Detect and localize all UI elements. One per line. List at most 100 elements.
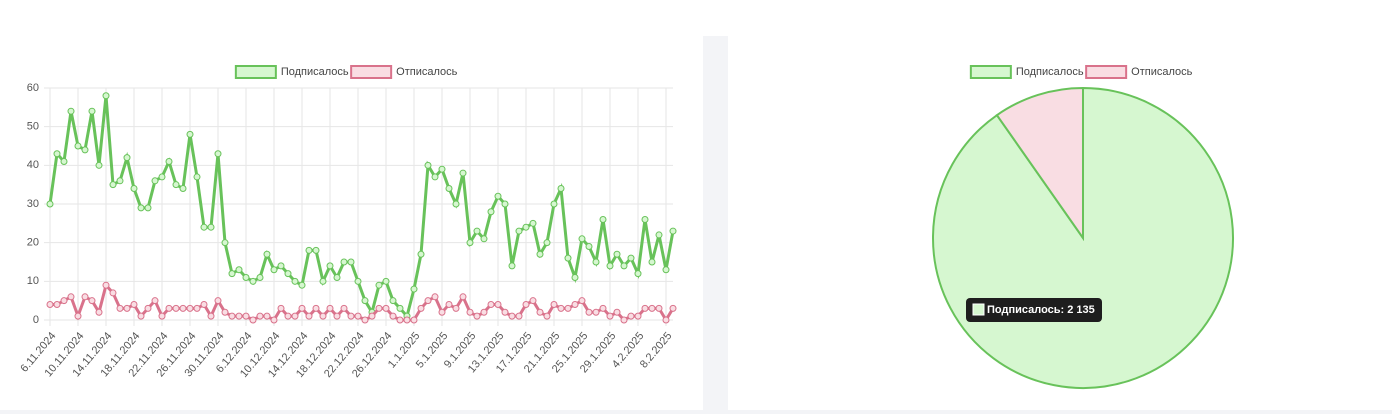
data-point bbox=[592, 258, 600, 266]
data-point bbox=[67, 107, 75, 115]
data-point bbox=[669, 304, 677, 312]
data-point bbox=[438, 308, 446, 316]
data-point bbox=[578, 297, 586, 305]
data-point bbox=[298, 304, 306, 312]
data-point bbox=[606, 312, 614, 320]
data-point bbox=[487, 301, 495, 309]
data-point bbox=[494, 192, 502, 200]
data-point bbox=[151, 297, 159, 305]
data-point bbox=[599, 304, 607, 312]
data-point bbox=[81, 293, 89, 301]
data-point bbox=[249, 316, 257, 324]
data-point bbox=[438, 165, 446, 173]
data-point bbox=[95, 161, 103, 169]
data-point bbox=[228, 270, 236, 278]
data-point bbox=[207, 312, 215, 320]
data-point bbox=[326, 262, 334, 270]
tooltip-box bbox=[966, 298, 1102, 322]
data-point bbox=[67, 293, 75, 301]
data-point bbox=[340, 258, 348, 266]
data-point bbox=[144, 304, 152, 312]
data-point bbox=[284, 312, 292, 320]
data-point bbox=[340, 304, 348, 312]
data-point bbox=[480, 235, 488, 243]
data-point bbox=[648, 304, 656, 312]
line-card bbox=[0, 36, 703, 410]
data-point bbox=[655, 304, 663, 312]
data-point bbox=[515, 312, 523, 320]
data-point bbox=[242, 312, 250, 320]
y-tick-label: 60 bbox=[27, 82, 39, 94]
data-point bbox=[249, 277, 257, 285]
data-point bbox=[256, 312, 264, 320]
data-point bbox=[151, 177, 159, 185]
data-point bbox=[452, 200, 460, 208]
data-point bbox=[396, 304, 404, 312]
data-point bbox=[578, 235, 586, 243]
data-point bbox=[60, 157, 68, 165]
data-point bbox=[508, 262, 516, 270]
data-point bbox=[81, 146, 89, 154]
data-point bbox=[326, 304, 334, 312]
data-point bbox=[641, 304, 649, 312]
data-point bbox=[291, 312, 299, 320]
data-point bbox=[165, 157, 173, 165]
data-point bbox=[60, 297, 68, 305]
y-tick-label: 20 bbox=[27, 237, 39, 249]
data-point bbox=[466, 308, 474, 316]
card-bottom bbox=[0, 410, 1392, 414]
data-point bbox=[137, 312, 145, 320]
data-point bbox=[116, 177, 124, 185]
data-point bbox=[459, 169, 467, 177]
data-point bbox=[613, 250, 621, 258]
data-point bbox=[333, 273, 341, 281]
data-point bbox=[599, 215, 607, 223]
data-point bbox=[473, 227, 481, 235]
data-point bbox=[305, 312, 313, 320]
data-point bbox=[662, 316, 670, 324]
data-point bbox=[403, 316, 411, 324]
data-point bbox=[543, 239, 551, 247]
data-point bbox=[361, 297, 369, 305]
data-point bbox=[88, 107, 96, 115]
data-point bbox=[277, 262, 285, 270]
data-point bbox=[228, 312, 236, 320]
data-point bbox=[571, 273, 579, 281]
data-point bbox=[543, 312, 551, 320]
data-point bbox=[417, 250, 425, 258]
data-point bbox=[389, 312, 397, 320]
data-point bbox=[102, 92, 110, 100]
data-point bbox=[179, 304, 187, 312]
legend-swatch bbox=[234, 65, 277, 79]
data-point bbox=[263, 312, 271, 320]
data-point bbox=[613, 308, 621, 316]
data-point bbox=[130, 301, 138, 309]
data-point bbox=[256, 273, 264, 281]
legend-label: Подписалось bbox=[281, 66, 349, 78]
data-point bbox=[109, 289, 117, 297]
data-point bbox=[655, 231, 663, 239]
y-tick-label: 30 bbox=[27, 198, 39, 210]
data-point bbox=[165, 304, 173, 312]
data-point bbox=[501, 200, 509, 208]
legend-label: Отписалось bbox=[396, 66, 457, 78]
data-point bbox=[347, 258, 355, 266]
data-point bbox=[445, 185, 453, 193]
data-point bbox=[102, 281, 110, 289]
data-point bbox=[536, 308, 544, 316]
data-point bbox=[410, 316, 418, 324]
data-point bbox=[312, 304, 320, 312]
data-point bbox=[179, 185, 187, 193]
data-point bbox=[515, 227, 523, 235]
data-point bbox=[375, 304, 383, 312]
data-point bbox=[431, 173, 439, 181]
data-point bbox=[368, 312, 376, 320]
legend-label: Подписалось bbox=[1016, 66, 1084, 78]
legend-swatch bbox=[350, 65, 393, 79]
data-point bbox=[186, 130, 194, 138]
data-point bbox=[396, 316, 404, 324]
data-point bbox=[417, 304, 425, 312]
data-point bbox=[200, 301, 208, 309]
data-point bbox=[235, 266, 243, 274]
